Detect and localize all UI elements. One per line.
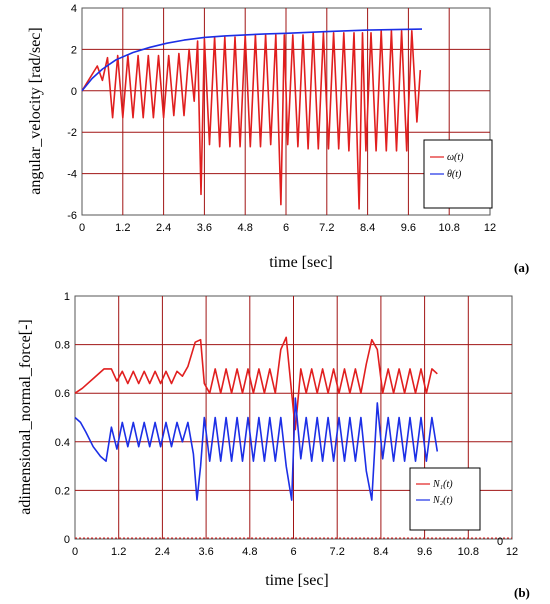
series-line-1 bbox=[74, 336, 438, 431]
y-tick-label: -2 bbox=[67, 127, 77, 139]
y-tick-label: 2 bbox=[71, 44, 77, 56]
y-tick-label: 4 bbox=[71, 3, 77, 15]
x-tick-label: 6 bbox=[283, 222, 289, 234]
legend-box-b bbox=[409, 467, 481, 531]
legend-a: ω(t) θ(t) bbox=[423, 139, 493, 209]
x-tick-label: 3.6 bbox=[197, 222, 212, 234]
x-tick-label: 12 bbox=[506, 546, 518, 558]
chart-angular-velocity: 0 1.2 2.4 3.6 4.8 6 7.2 8.4 9.6 10.8 12 420-2-4-6 … bbox=[27, 3, 529, 275]
x-tick-label: 8.4 bbox=[373, 546, 388, 558]
y-axis-label-a: angular_velocity [rad/sec] bbox=[27, 27, 44, 194]
y-tick-label: -6 bbox=[67, 210, 77, 222]
x-axis-label-a: time [sec] bbox=[269, 254, 333, 271]
x-axis-label-b: time [sec] bbox=[265, 572, 329, 589]
x-ticks-b: 0 1.2 2.4 3.6 4.8 6 7.2 8.4 9.6 10.8 12 bbox=[72, 546, 518, 558]
series-line-2 bbox=[74, 397, 439, 501]
x-ticks-a: 0 1.2 2.4 3.6 4.8 6 7.2 8.4 9.6 10.8 12 bbox=[79, 222, 496, 234]
series-a bbox=[81, 28, 423, 210]
x-tick-label: 10.8 bbox=[458, 546, 479, 558]
y-tick-label: 0.8 bbox=[55, 340, 70, 352]
x-tick-label: 8.4 bbox=[360, 222, 375, 234]
chart-normal-force: 0 1.2 2.4 3.6 4.8 6 7.2 8.4 9.6 10.8 12 10.80.60.4… bbox=[17, 291, 530, 600]
x-tick-label: 6 bbox=[290, 546, 296, 558]
x-tick-label: 7.2 bbox=[330, 546, 345, 558]
x-tick-label: 9.6 bbox=[417, 546, 432, 558]
x-tick-label: 0 bbox=[72, 546, 78, 558]
y-ticks-a: 4 2 0 -2 -4 -6 bbox=[67, 3, 77, 222]
y-tick-label: -4 bbox=[67, 169, 77, 181]
x-tick-label: 4.8 bbox=[242, 546, 257, 558]
legend-label-n2: N₂(t) bbox=[432, 495, 453, 506]
legend-label-theta: θ(t) bbox=[447, 169, 462, 180]
x-tick-label: 12 bbox=[484, 222, 496, 234]
y-axis-label-b: adimensional_normal_force[-] bbox=[17, 319, 34, 514]
legend-b: N₁(t) N₂(t) bbox=[409, 467, 481, 531]
x-tick-label: 3.6 bbox=[198, 546, 213, 558]
x-tick-label: 1.2 bbox=[115, 222, 130, 234]
panel-tag-b: (b) bbox=[514, 585, 530, 600]
x-tick-label: 10.8 bbox=[438, 222, 459, 234]
legend-label-n1: N₁(t) bbox=[432, 479, 453, 490]
y-ticks-b: 1 0.8 0.6 0.4 0.2 0 bbox=[55, 291, 70, 546]
x-tick-label: 0 bbox=[79, 222, 85, 234]
x-tick-label: 2.4 bbox=[156, 222, 171, 234]
x-tick-label: 9.6 bbox=[401, 222, 416, 234]
series-b bbox=[74, 336, 439, 501]
x-tick-label: 2.4 bbox=[155, 546, 170, 558]
y-tick-label: 0.2 bbox=[55, 485, 70, 497]
x-tick-label: 4.8 bbox=[238, 222, 253, 234]
series-line-1 bbox=[81, 29, 422, 210]
y-tick-label: 0.6 bbox=[55, 388, 70, 400]
x-end-annotation-b: 0 bbox=[497, 536, 503, 548]
x-tick-label: 7.2 bbox=[319, 222, 334, 234]
legend-label-omega: ω(t) bbox=[447, 152, 464, 163]
y-tick-label: 0 bbox=[64, 534, 70, 546]
panel-tag-a: (a) bbox=[514, 260, 529, 275]
y-tick-label: 0 bbox=[71, 86, 77, 98]
x-tick-label: 1.2 bbox=[111, 546, 126, 558]
grid-a bbox=[82, 8, 490, 215]
y-tick-label: 1 bbox=[64, 291, 70, 303]
series-line-2 bbox=[81, 28, 423, 92]
y-tick-label: 0.4 bbox=[55, 437, 70, 449]
